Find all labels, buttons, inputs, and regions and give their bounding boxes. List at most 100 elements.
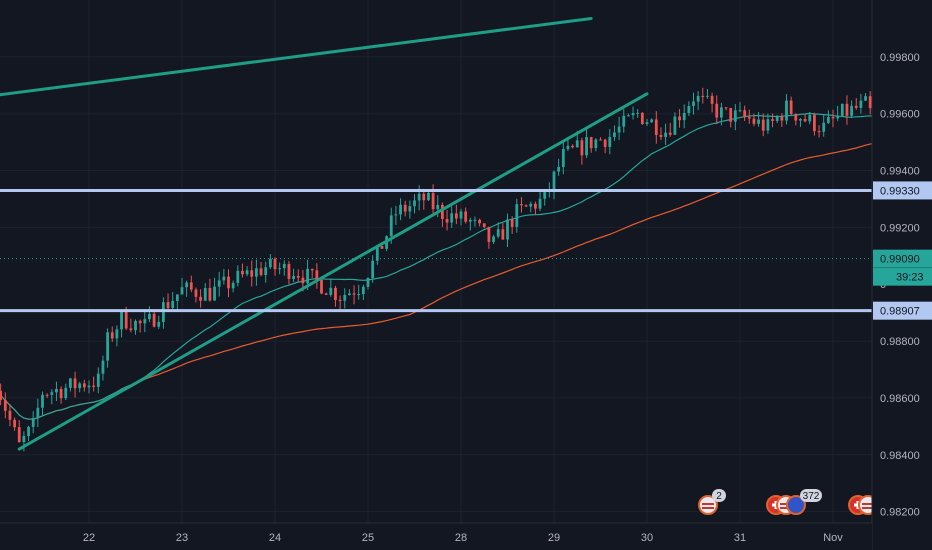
ma-fast-line [0, 112, 872, 420]
candle-body [510, 219, 514, 227]
candle-body [129, 328, 133, 331]
candle-body [268, 258, 272, 268]
candle-body [868, 96, 872, 109]
candle-body [82, 383, 86, 388]
candle-body [203, 288, 207, 301]
candle-body [115, 329, 119, 339]
candle-body [199, 296, 202, 301]
event-group-1[interactable]: 2 [698, 489, 726, 515]
candle-body [613, 132, 616, 138]
candle-body [794, 113, 798, 121]
candle-body [236, 270, 240, 283]
candle-body [808, 114, 812, 122]
candle-body [552, 171, 556, 191]
candle-body [329, 287, 333, 295]
event-group-2[interactable]: 372 [766, 489, 822, 515]
candle-body [13, 419, 16, 428]
horizontal-levels-layer[interactable] [0, 188, 872, 313]
candle-body [399, 204, 402, 215]
candle-body [789, 100, 793, 114]
candle-body [464, 211, 468, 222]
time-tick-label: 22 [83, 532, 95, 544]
candle-body [73, 378, 77, 389]
candle-body [134, 320, 137, 331]
candle-body [799, 119, 802, 121]
candle-body [733, 110, 737, 122]
candle-body [408, 206, 412, 212]
candle-body [617, 126, 621, 133]
candle-body [245, 270, 249, 275]
candle-body [124, 310, 128, 329]
candle-body [189, 282, 193, 290]
candle-body [389, 215, 393, 237]
plot-area[interactable] [0, 16, 932, 452]
candle-body [524, 205, 528, 207]
candle-body [278, 268, 282, 270]
candle-body [306, 268, 309, 284]
candle-body [50, 392, 54, 395]
candle-body [534, 203, 537, 209]
trend-line-upper-channel[interactable] [0, 16, 593, 97]
us-stripe [702, 507, 714, 509]
candle-body [348, 293, 351, 296]
candle-body [761, 119, 765, 131]
time-tick-label: 31 [734, 532, 746, 544]
candle-body [780, 116, 784, 121]
price-axis[interactable]: 0.99800 0.99600 0.99400 0.99200 0.98800 0.986… [880, 52, 920, 519]
candle-body [366, 278, 370, 287]
candle-body [850, 105, 853, 116]
candle-body [166, 302, 170, 308]
candle-body [264, 267, 268, 276]
candle-body [143, 319, 147, 324]
candle-body [594, 139, 598, 149]
candle-body [696, 95, 700, 102]
us-stripe [780, 503, 792, 505]
candle-body [715, 103, 719, 118]
candle-body [17, 427, 21, 443]
candle-body [403, 204, 407, 212]
candle-body [785, 100, 788, 121]
time-tick-label: 30 [641, 532, 653, 544]
candle-body [78, 383, 82, 389]
candle-body [422, 193, 426, 201]
candle-body [8, 410, 12, 420]
time-tick-label: 24 [269, 532, 281, 544]
candle-body [213, 286, 216, 301]
candle-body [180, 287, 184, 295]
candle-body [92, 385, 96, 387]
candle-body [394, 214, 398, 216]
candle-body [747, 117, 751, 119]
us-stripe [862, 507, 874, 509]
candle-body [301, 277, 305, 284]
candle-body [431, 193, 435, 210]
candle-body [110, 332, 114, 339]
candle-body [459, 211, 463, 219]
candle-body [3, 399, 7, 411]
trend-line-rising-support[interactable] [17, 92, 649, 451]
candle-body [334, 287, 337, 301]
candle-body [599, 139, 602, 141]
time-axis[interactable]: 22 23 24 25 28 29 30 31 Nov [83, 532, 843, 544]
price-tick-label: 0.98200 [880, 507, 920, 519]
candle-body [55, 388, 58, 393]
candle-body [706, 95, 709, 97]
candle-body [520, 204, 523, 206]
candle-body [454, 213, 458, 219]
candle-body [27, 426, 30, 436]
candle-body [315, 270, 319, 280]
candle-body [668, 132, 672, 135]
last-price-tag-label: 0.99090 [880, 254, 920, 266]
grid-lines [0, 0, 872, 523]
candle-body [543, 190, 547, 199]
candle-body [724, 107, 728, 109]
candle-body [817, 131, 821, 133]
candle-body [357, 293, 361, 295]
time-tick-label: 23 [176, 532, 188, 544]
candle-body [273, 258, 277, 270]
countdown-label: 39:23 [896, 272, 924, 284]
candle-body [492, 236, 495, 242]
trend-lines-layer[interactable] [0, 16, 649, 451]
candle-body [538, 198, 542, 209]
candle-body [148, 313, 151, 320]
